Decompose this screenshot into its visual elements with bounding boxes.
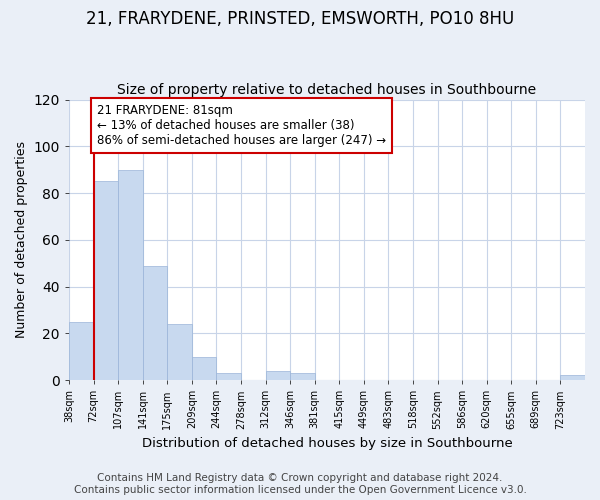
Bar — [167, 324, 192, 380]
Bar — [192, 357, 217, 380]
Y-axis label: Number of detached properties: Number of detached properties — [15, 142, 28, 338]
Text: Contains HM Land Registry data © Crown copyright and database right 2024.
Contai: Contains HM Land Registry data © Crown c… — [74, 474, 526, 495]
Bar — [290, 373, 314, 380]
Bar — [94, 182, 118, 380]
Text: 21, FRARYDENE, PRINSTED, EMSWORTH, PO10 8HU: 21, FRARYDENE, PRINSTED, EMSWORTH, PO10 … — [86, 10, 514, 28]
Bar — [118, 170, 143, 380]
Text: 21 FRARYDENE: 81sqm
← 13% of detached houses are smaller (38)
86% of semi-detach: 21 FRARYDENE: 81sqm ← 13% of detached ho… — [97, 104, 386, 147]
X-axis label: Distribution of detached houses by size in Southbourne: Distribution of detached houses by size … — [142, 437, 512, 450]
Bar — [143, 266, 167, 380]
Bar — [69, 322, 94, 380]
Bar — [217, 373, 241, 380]
Bar — [560, 376, 585, 380]
Title: Size of property relative to detached houses in Southbourne: Size of property relative to detached ho… — [118, 83, 536, 97]
Bar — [266, 371, 290, 380]
